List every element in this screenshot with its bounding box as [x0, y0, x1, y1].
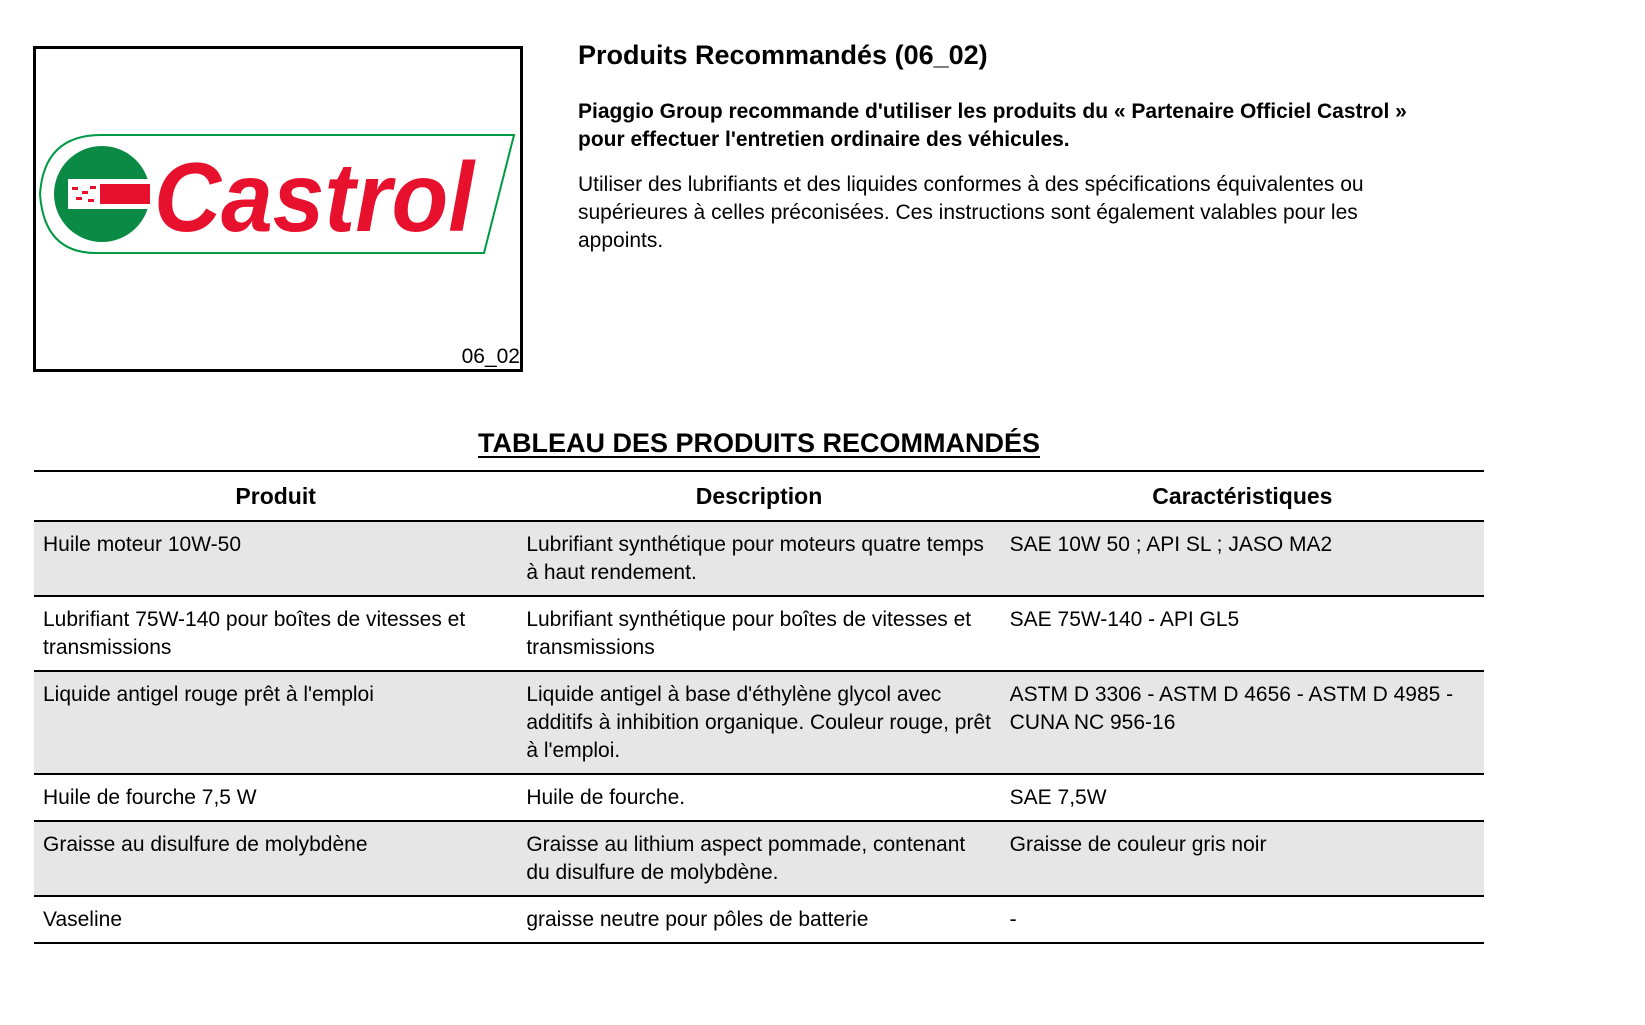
- cell-produit: Huile moteur 10W-50: [34, 521, 518, 597]
- castrol-logo-figure: Castrol 06_02: [33, 46, 523, 372]
- cell-produit: Lubrifiant 75W-140 pour boîtes de vitess…: [34, 596, 518, 672]
- cell-description: Lubrifiant synthétique pour moteurs quat…: [517, 521, 1001, 597]
- page-title: Produits Recommandés (06_02): [578, 40, 988, 70]
- cell-description: Graisse au lithium aspect pommade, conte…: [517, 821, 1001, 897]
- table-title: TABLEAU DES PRODUITS RECOMMANDÉS: [34, 428, 1484, 459]
- logo-wordmark: Castrol: [154, 142, 476, 252]
- lead-paragraph: Piaggio Group recommande d'utiliser les …: [578, 100, 1407, 151]
- column-header-produit: Produit: [34, 470, 518, 522]
- cell-produit: Vaseline: [34, 896, 518, 944]
- cell-produit: Liquide antigel rouge prêt à l'emploi: [34, 671, 518, 775]
- cell-caracteristiques: SAE 75W-140 - API GL5: [1000, 596, 1484, 672]
- cell-description: graisse neutre pour pôles de batterie: [517, 896, 1001, 944]
- table-title-text: TABLEAU DES PRODUITS RECOMMANDÉS: [477, 428, 1041, 458]
- column-header-caracteristiques: Caractéristiques: [1000, 470, 1484, 522]
- cell-description: Lubrifiant synthétique pour boîtes de vi…: [517, 596, 1001, 672]
- table-row: Lubrifiant 75W-140 pour boîtes de vitess…: [34, 596, 1484, 672]
- products-table: Produit Description Caractéristiques Hui…: [34, 470, 1484, 944]
- cell-produit: Graisse au disulfure de molybdène: [34, 821, 518, 897]
- castrol-logo-icon: Castrol: [38, 134, 516, 254]
- cell-caracteristiques: ASTM D 3306 - ASTM D 4656 - ASTM D 4985 …: [1000, 671, 1484, 775]
- table-header-row: Produit Description Caractéristiques: [34, 470, 1484, 522]
- cell-caracteristiques: Graisse de couleur gris noir: [1000, 821, 1484, 897]
- table-row: Huile moteur 10W-50 Lubrifiant synthétiqu…: [34, 521, 1484, 597]
- cell-caracteristiques: SAE 10W 50 ; API SL ; JASO MA2: [1000, 521, 1484, 597]
- table-row: Liquide antigel rouge prêt à l'emploi Liq…: [34, 671, 1484, 775]
- table-row: Graisse au disulfure de molybdène Graisse…: [34, 821, 1484, 897]
- cell-description: Liquide antigel à base d'éthylène glycol…: [517, 671, 1001, 775]
- cell-caracteristiques: SAE 7,5W: [1000, 774, 1484, 822]
- table-row: Vaseline graisse neutre pour pôles de bat…: [34, 896, 1484, 944]
- cell-caracteristiques: -: [1000, 896, 1484, 944]
- table-row: Huile de fourche 7,5 W Huile de fourche. S…: [34, 774, 1484, 822]
- figure-label: 06_02: [461, 345, 520, 368]
- cell-description: Huile de fourche.: [517, 774, 1001, 822]
- body-paragraph: Utiliser des lubrifiants et des liquides…: [578, 173, 1364, 252]
- column-header-description: Description: [517, 470, 1001, 522]
- cell-produit: Huile de fourche 7,5 W: [34, 774, 518, 822]
